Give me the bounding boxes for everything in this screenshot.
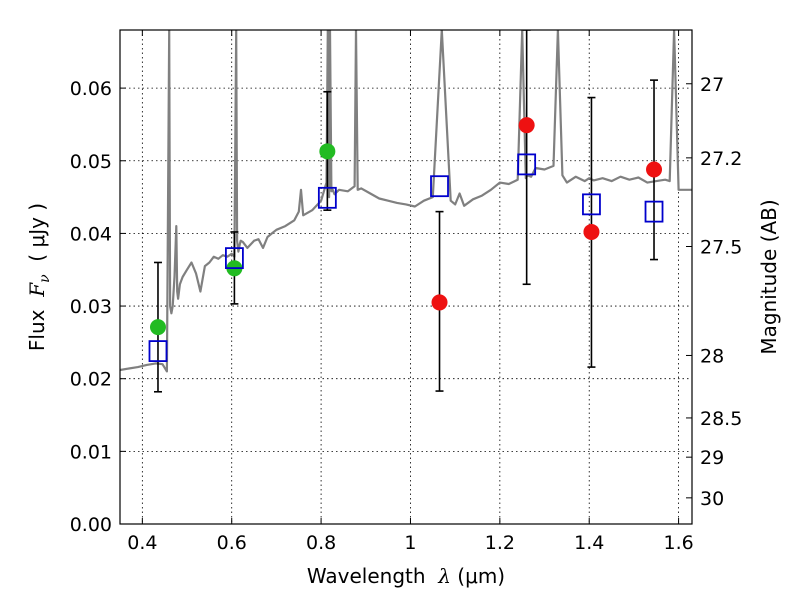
data-markers xyxy=(148,117,664,363)
y-axis-title-symbol: F xyxy=(25,282,49,298)
y2-axis-ticks: 27 27.2 27.5 28 28.5 29 30 xyxy=(686,74,742,510)
model-spectrum-line xyxy=(120,30,692,373)
model-photometry-square xyxy=(317,186,337,209)
x-axis-ticks: 0.4 0.6 0.8 1 1.2 1.4 1.6 xyxy=(127,30,694,554)
y-tick-label: 0.05 xyxy=(70,151,112,173)
green-data-point xyxy=(149,319,166,336)
x-axis-title-symbol: λ xyxy=(437,564,451,588)
y-tick-label: 0.00 xyxy=(70,514,112,536)
model-spectrum xyxy=(120,30,692,373)
x-tick-label: 1.6 xyxy=(663,532,693,554)
y2-tick-label: 30 xyxy=(700,488,724,510)
x-tick-label: 1 xyxy=(404,532,416,554)
y2-axis-title: Magnitude (AB) xyxy=(757,199,781,354)
model-photometry-square xyxy=(224,247,244,270)
model-photometry-square xyxy=(582,193,601,216)
y-axis-title-unit: ( μJy ) xyxy=(25,203,49,275)
x-axis-title: Wavelength λ (μm) xyxy=(307,564,505,588)
x-tick-label: 0.8 xyxy=(306,532,336,554)
y2-tick-label: 28.5 xyxy=(700,408,742,430)
y-tick-label: 0.04 xyxy=(70,223,112,245)
y-axis-ticks: 0.00 0.01 0.02 0.03 0.04 0.05 0.06 xyxy=(70,78,126,536)
model-photometry-square xyxy=(430,175,449,198)
green-data-point xyxy=(319,143,336,160)
red-data-point xyxy=(646,161,663,178)
x-tick-label: 0.4 xyxy=(127,532,157,554)
red-data-point xyxy=(431,294,448,311)
model-photometry-square xyxy=(148,340,168,363)
y-axis-title-subscript: ν xyxy=(37,274,53,283)
model-photometry-square xyxy=(517,153,537,176)
y2-tick-label: 29 xyxy=(700,447,724,469)
y2-tick-label: 27 xyxy=(700,74,724,96)
x-tick-label: 0.6 xyxy=(217,532,247,554)
y2-tick-label: 28 xyxy=(700,345,724,367)
y-tick-label: 0.03 xyxy=(70,296,112,318)
y-axis-title: Flux Fν ( μJy ) xyxy=(25,203,53,351)
x-axis-title-prefix: Wavelength xyxy=(307,564,438,588)
y-tick-label: 0.01 xyxy=(70,441,112,463)
plot-frame xyxy=(119,29,693,525)
plot-background xyxy=(120,30,692,524)
red-data-point xyxy=(518,117,535,134)
y-tick-label: 0.02 xyxy=(70,369,112,391)
y-axis-title-prefix: Flux xyxy=(25,297,49,351)
x-tick-label: 1.2 xyxy=(485,532,515,554)
y2-tick-label: 27.5 xyxy=(700,236,742,258)
red-data-point xyxy=(583,223,600,240)
y-tick-label: 0.06 xyxy=(70,78,112,100)
model-photometry-square xyxy=(644,200,664,223)
x-tick-label: 1.4 xyxy=(574,532,604,554)
x-axis-title-unit: (μm) xyxy=(451,564,505,588)
y2-tick-label: 27.2 xyxy=(700,148,742,170)
